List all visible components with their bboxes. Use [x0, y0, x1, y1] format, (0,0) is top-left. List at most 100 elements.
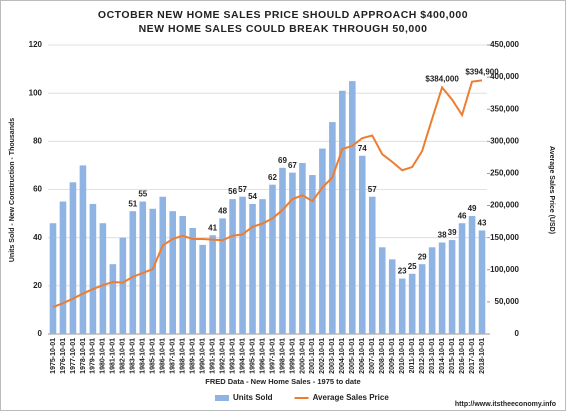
bar	[259, 199, 266, 334]
x-tick-label: 2012-10-01	[419, 338, 426, 374]
y-tick-label: 80	[33, 136, 42, 145]
data-label: 69	[278, 156, 287, 165]
y2-tick-label: 300,000	[490, 136, 519, 145]
bar	[199, 244, 206, 334]
y2-axis-title: Average Sales Price (USD)	[548, 146, 555, 234]
x-tick-label: 2002-10-01	[319, 338, 326, 374]
bar	[289, 172, 296, 334]
y2-tick-label: 350,000	[490, 104, 519, 113]
data-label: $384,000	[425, 74, 459, 83]
y2-tick-label: 250,000	[490, 169, 519, 178]
x-tick-label: 1985-10-01	[150, 338, 157, 374]
y-tick-label: 120	[29, 40, 43, 49]
y2-tick-label: 150,000	[490, 233, 519, 242]
bar	[408, 273, 416, 334]
x-tick-label: 2008-10-01	[379, 338, 386, 374]
x-axis-title: FRED Data - New Home Sales - 1975 to dat…	[205, 377, 360, 386]
data-label: 55	[138, 190, 147, 199]
x-tick-label: 1980-10-01	[100, 338, 107, 374]
x-tick-label: 2018-10-01	[479, 338, 486, 374]
bar	[438, 242, 446, 334]
bar	[119, 237, 127, 334]
legend-label: Average Sales Price	[313, 393, 390, 402]
bar	[418, 264, 426, 334]
y2-tick-label: 400,000	[490, 72, 519, 81]
x-tick-label: 1979-10-01	[90, 338, 97, 374]
x-tick-label: 1999-10-01	[289, 338, 296, 374]
bar	[398, 278, 406, 334]
x-tick-label: 2005-10-01	[349, 338, 356, 374]
source: http://www.itstheeconomy.info	[455, 401, 556, 408]
bar	[209, 235, 216, 334]
x-tick-label: 1992-10-01	[219, 338, 226, 374]
bar	[149, 208, 157, 334]
y-tick-label: 60	[33, 185, 42, 194]
data-label: 51	[128, 199, 137, 208]
data-label: 56	[228, 187, 237, 196]
y-tick-label: 100	[29, 88, 43, 97]
bar	[468, 215, 476, 334]
bar	[229, 199, 236, 334]
bar	[49, 223, 57, 334]
bar	[129, 211, 137, 334]
data-label: 48	[218, 207, 227, 216]
bar	[169, 211, 177, 334]
y-tick-label: 0	[38, 329, 43, 338]
data-label: 67	[288, 161, 297, 170]
data-label: 57	[368, 185, 377, 194]
y-axis-title: Units Sold - New Construction - Thousand…	[9, 118, 16, 262]
x-tick-label: 2017-10-01	[469, 338, 476, 374]
chart-title: OCTOBER NEW HOME SALES PRICE SHOULD APPR…	[98, 9, 468, 21]
bar	[388, 259, 396, 334]
bar	[59, 201, 67, 334]
x-tick-label: 1977-10-01	[70, 338, 77, 374]
x-tick-label: 1997-10-01	[269, 338, 276, 374]
data-label: 38	[438, 231, 447, 240]
bar	[159, 196, 167, 334]
y-tick-label: 40	[33, 233, 42, 242]
data-label: 57	[238, 185, 247, 194]
bar	[358, 155, 366, 334]
x-tick-label: 2014-10-01	[439, 338, 446, 374]
bar	[279, 167, 286, 334]
bar	[139, 201, 147, 334]
bar	[368, 196, 376, 334]
x-tick-label: 1975-10-01	[50, 338, 57, 374]
x-tick-label: 2011-10-01	[409, 338, 416, 374]
line	[52, 79, 483, 308]
data-label: 25	[408, 262, 417, 271]
y2-tick-label: 200,000	[490, 201, 519, 210]
x-tick-label: 1995-10-01	[249, 338, 256, 374]
bar	[89, 203, 97, 334]
x-tick-label: 1989-10-01	[190, 338, 197, 374]
x-tick-label: 1982-10-01	[120, 338, 127, 374]
bar	[299, 163, 306, 334]
x-tick-label: 1990-10-01	[199, 338, 206, 374]
x-tick-label: 1998-10-01	[279, 338, 286, 374]
y2-tick-label: 50,000	[495, 297, 520, 306]
x-tick-label: 2009-10-01	[389, 338, 396, 374]
bar	[189, 228, 196, 334]
x-tick-label: 1988-10-01	[180, 338, 187, 374]
bar	[448, 240, 456, 334]
data-label: 43	[478, 219, 487, 228]
x-tick-label: 1984-10-01	[140, 338, 147, 374]
x-tick-label: 2013-10-01	[429, 338, 436, 374]
x-tick-label: 1994-10-01	[239, 338, 246, 374]
x-tick-label: 1996-10-01	[259, 338, 266, 374]
bar	[378, 247, 386, 334]
x-tick-label: 1983-10-01	[130, 338, 137, 374]
data-label: 23	[398, 267, 407, 276]
bar	[99, 223, 107, 334]
bar	[428, 247, 436, 334]
data-label: 29	[418, 252, 427, 261]
x-tick-label: 1981-10-01	[110, 338, 117, 374]
data-label: 46	[458, 211, 467, 220]
x-tick-label: 2004-10-01	[339, 338, 346, 374]
y-tick-label: 20	[33, 281, 42, 290]
x-tick-label: 1993-10-01	[229, 338, 236, 374]
bar	[329, 122, 336, 334]
bar	[478, 230, 486, 334]
y2-tick-label: 100,000	[490, 265, 519, 274]
bar	[349, 81, 356, 334]
